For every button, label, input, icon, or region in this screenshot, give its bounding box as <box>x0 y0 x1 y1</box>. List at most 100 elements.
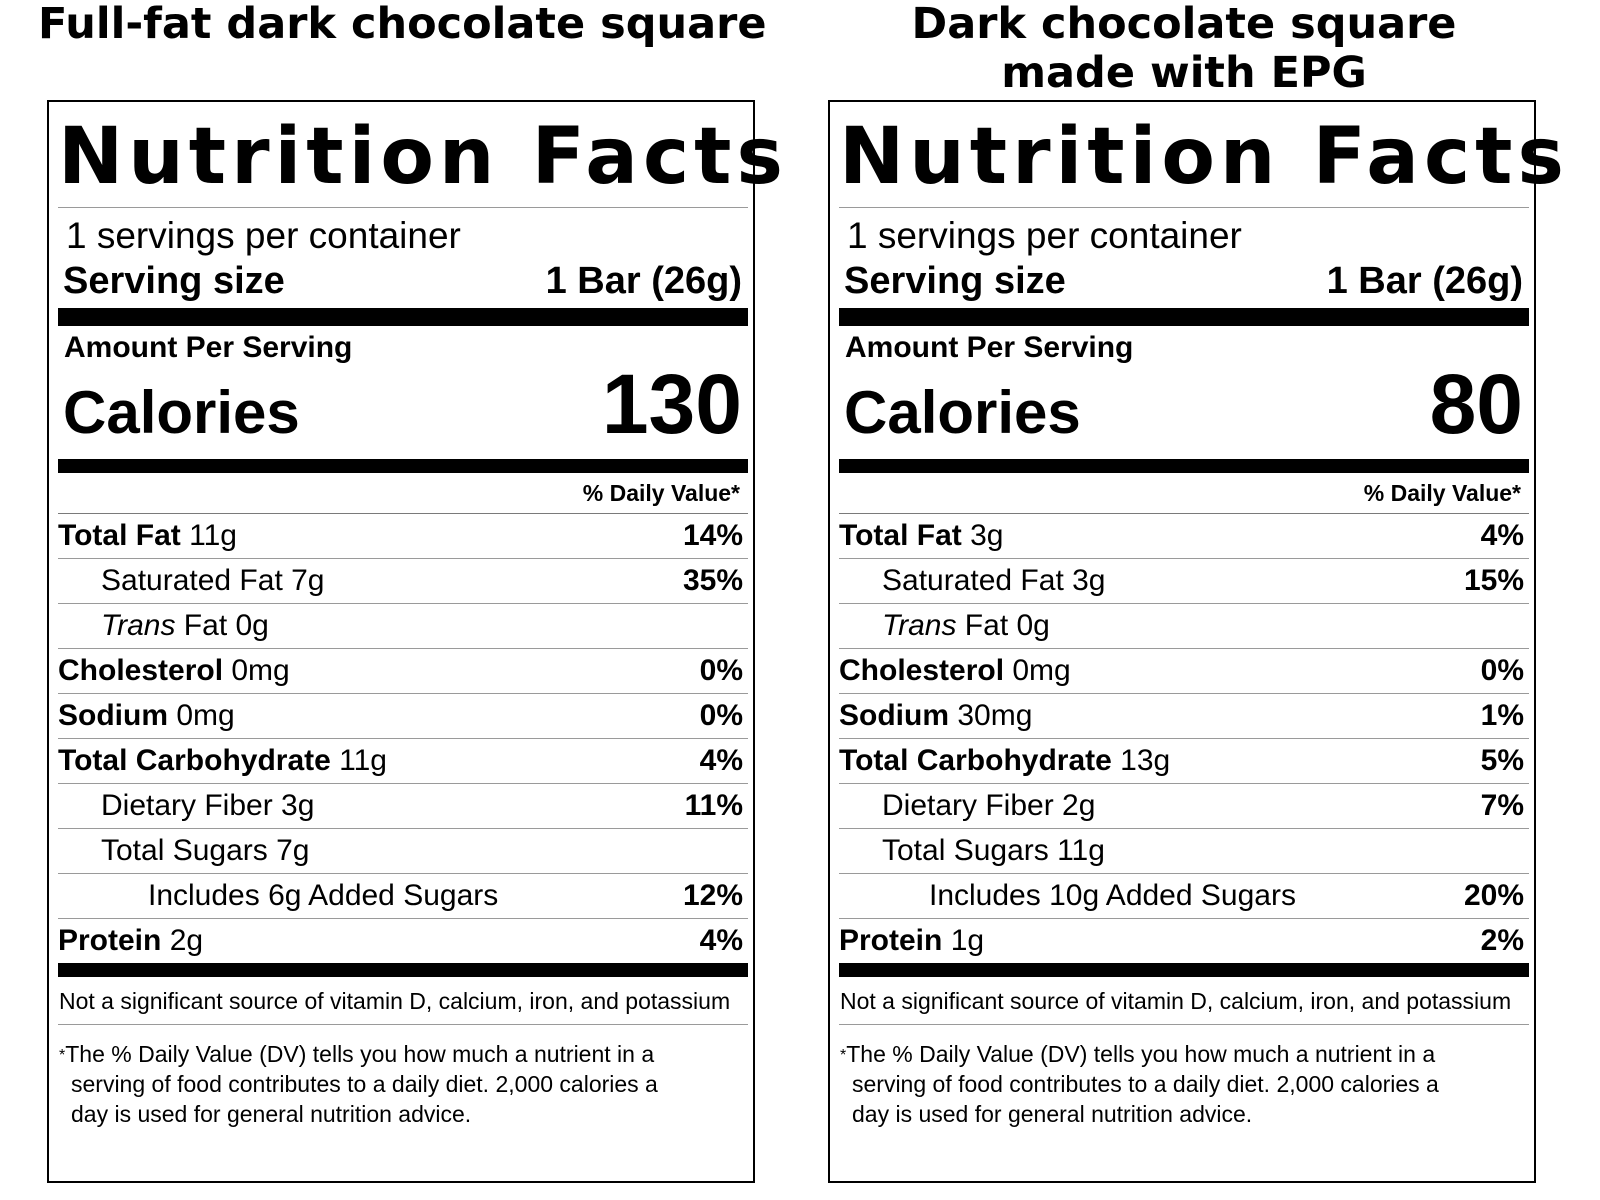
nutrient-row: Total Fat 3g 4% <box>839 513 1529 558</box>
footnote-line: The % Daily Value (DV) tells you how muc… <box>846 1041 1436 1067</box>
nutrient-row: Dietary Fiber 2g 7% <box>839 783 1529 828</box>
nutrient-name: Total Carbohydrate 11g <box>58 744 387 777</box>
left-calories-row: Calories 130 <box>58 361 748 447</box>
asterisk: * <box>840 1047 847 1064</box>
nutrient-row: Trans Fat 0g <box>58 603 748 648</box>
medium-divider <box>839 459 1529 473</box>
nutrient-name: Saturated Fat 7g <box>101 564 325 597</box>
left-serving-size-label: Serving size <box>63 260 285 302</box>
left-nutrition-label: Nutrition Facts 1 servings per container… <box>47 100 788 1183</box>
left-serving-size-row: Serving size 1 Bar (26g) <box>58 258 748 304</box>
nutrient-name: Dietary Fiber 2g <box>882 789 1096 822</box>
nutrient-daily-value: 4% <box>699 924 743 957</box>
nutrient-row: Includes 6g Added Sugars 12% <box>58 873 748 918</box>
footnote-line: The % Daily Value (DV) tells you how muc… <box>65 1041 655 1067</box>
right-heading-line-1: Dark chocolate square <box>911 0 1457 49</box>
right-serving-size-label: Serving size <box>844 260 1066 302</box>
nutrient-row: Total Carbohydrate 11g 4% <box>58 738 748 783</box>
nutrient-row: Total Sugars 11g <box>839 828 1529 873</box>
nutrient-name: Cholesterol 0mg <box>839 654 1071 687</box>
divider <box>839 1024 1529 1025</box>
left-serving-size-value: 1 Bar (26g) <box>545 260 742 302</box>
footnote-line: serving of food contributes to a daily d… <box>71 1071 658 1097</box>
left-heading: Full-fat dark chocolate square <box>38 0 767 49</box>
right-nutrition-label: Nutrition Facts 1 servings per container… <box>828 100 1569 1183</box>
nutrient-row: Trans Fat 0g <box>839 603 1529 648</box>
nutrient-name: Saturated Fat 3g <box>882 564 1106 597</box>
medium-divider <box>58 459 748 473</box>
nutrient-name: Includes 6g Added Sugars <box>148 879 499 912</box>
nutrient-name: Includes 10g Added Sugars <box>929 879 1296 912</box>
nutrient-name: Total Fat 11g <box>58 519 237 552</box>
left-amount-per-serving: Amount Per Serving <box>64 331 353 364</box>
nutrient-row: Total Sugars 7g <box>58 828 748 873</box>
thick-divider <box>58 308 748 326</box>
nutrient-daily-value: 0% <box>699 699 743 732</box>
nutrient-daily-value: 5% <box>1480 744 1524 777</box>
footnote-line: serving of food contributes to a daily d… <box>852 1071 1439 1097</box>
nutrient-daily-value: 15% <box>1463 564 1524 597</box>
left-heading-line-1: Full-fat dark chocolate square <box>38 0 767 49</box>
right-label-title: Nutrition Facts <box>839 112 1569 202</box>
right-calories-value: 80 <box>1429 357 1523 451</box>
nutrient-row: Total Carbohydrate 13g 5% <box>839 738 1529 783</box>
nutrient-daily-value: 7% <box>1480 789 1524 822</box>
nutrient-row: Dietary Fiber 3g 11% <box>58 783 748 828</box>
nutrient-daily-value: 4% <box>1480 519 1524 552</box>
right-calories-label: Calories <box>844 379 1081 446</box>
nutrient-name: Total Sugars 7g <box>101 834 310 867</box>
left-calories-value: 130 <box>601 357 742 451</box>
nutrient-row: Protein 2g 4% <box>58 918 748 963</box>
nutrient-daily-value: 11% <box>684 789 743 822</box>
nutrient-daily-value: 14% <box>682 519 743 552</box>
right-servings-per-container: 1 servings per container <box>847 215 1242 256</box>
left-label-title: Nutrition Facts <box>58 112 788 202</box>
right-heading: Dark chocolate square made with EPG <box>824 0 1544 98</box>
right-footnote: *The % Daily Value (DV) tells you how mu… <box>839 1025 1529 1129</box>
asterisk: * <box>59 1047 66 1064</box>
nutrient-name: Total Sugars 11g <box>882 834 1105 867</box>
nutrient-name: Cholesterol 0mg <box>58 654 290 687</box>
nutrient-name: Total Carbohydrate 13g <box>839 744 1171 777</box>
nutrient-name: Trans Fat 0g <box>101 609 269 642</box>
nutrient-daily-value: 35% <box>682 564 743 597</box>
right-calories-row: Calories 80 <box>839 361 1529 447</box>
right-not-significant-note: Not a significant source of vitamin D, c… <box>840 988 1512 1014</box>
nutrient-daily-value: 4% <box>699 744 743 777</box>
left-daily-value-header: % Daily Value* <box>582 480 740 506</box>
divider <box>58 207 748 208</box>
nutrient-name: Protein 1g <box>839 924 985 957</box>
nutrient-daily-value: 0% <box>1480 654 1524 687</box>
medium-divider <box>839 963 1529 977</box>
footnote-line: day is used for general nutrition advice… <box>71 1101 472 1127</box>
nutrient-daily-value: 12% <box>682 879 743 912</box>
nutrient-daily-value: 20% <box>1463 879 1524 912</box>
nutrient-row: Saturated Fat 3g 15% <box>839 558 1529 603</box>
divider <box>58 1024 748 1025</box>
nutrient-daily-value: 0% <box>699 654 743 687</box>
right-amount-per-serving: Amount Per Serving <box>845 331 1134 364</box>
nutrient-name: Sodium 30mg <box>839 699 1033 732</box>
left-footnote: *The % Daily Value (DV) tells you how mu… <box>58 1025 748 1129</box>
nutrient-row: Cholesterol 0mg 0% <box>58 648 748 693</box>
nutrient-name: Dietary Fiber 3g <box>101 789 315 822</box>
divider <box>839 207 1529 208</box>
left-servings-per-container: 1 servings per container <box>66 215 461 256</box>
nutrient-daily-value: 2% <box>1480 924 1524 957</box>
nutrient-row: Sodium 30mg 1% <box>839 693 1529 738</box>
right-daily-value-header: % Daily Value* <box>1363 480 1521 506</box>
footnote-line: day is used for general nutrition advice… <box>852 1101 1253 1127</box>
medium-divider <box>58 963 748 977</box>
left-calories-label: Calories <box>63 379 300 446</box>
nutrient-name: Trans Fat 0g <box>882 609 1050 642</box>
nutrient-row: Protein 1g 2% <box>839 918 1529 963</box>
nutrient-name: Sodium 0mg <box>58 699 235 732</box>
right-serving-size-row: Serving size 1 Bar (26g) <box>839 258 1529 304</box>
nutrient-name: Protein 2g <box>58 924 204 957</box>
nutrient-row: Sodium 0mg 0% <box>58 693 748 738</box>
nutrient-daily-value: 1% <box>1480 699 1524 732</box>
nutrient-row: Includes 10g Added Sugars 20% <box>839 873 1529 918</box>
nutrient-row: Cholesterol 0mg 0% <box>839 648 1529 693</box>
left-not-significant-note: Not a significant source of vitamin D, c… <box>59 988 731 1014</box>
thick-divider <box>839 308 1529 326</box>
